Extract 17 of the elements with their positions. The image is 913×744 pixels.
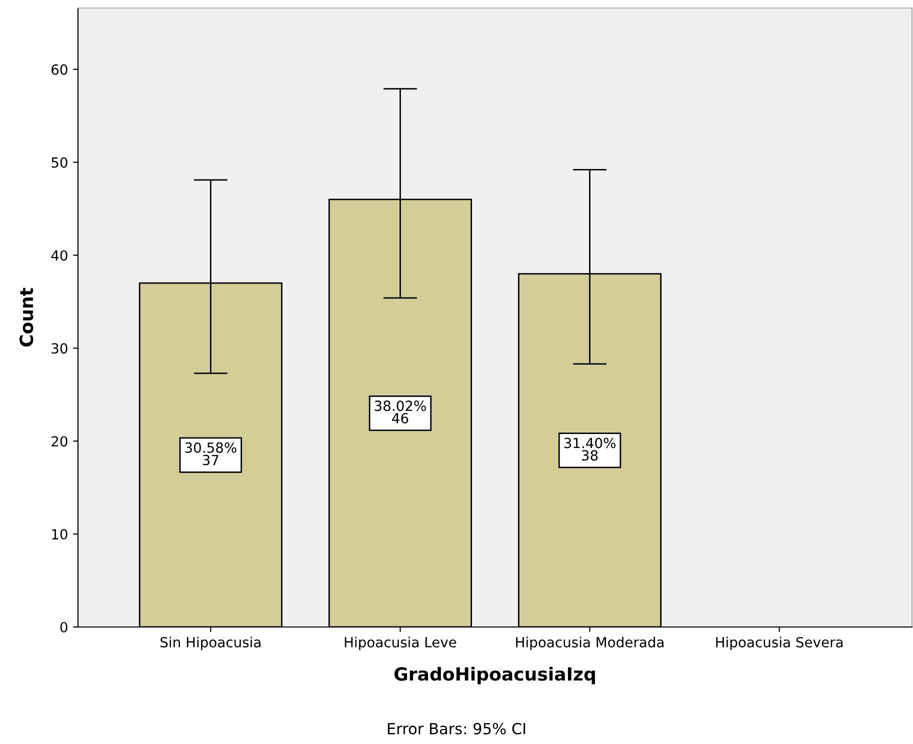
x-tick-label: Hipoacusia Leve <box>344 636 456 650</box>
data-label: 38.02% 46 <box>374 400 426 424</box>
y-tick-label: 40 <box>51 250 68 261</box>
y-tick-label: 10 <box>52 529 68 540</box>
y-tick-label: 50 <box>52 157 68 168</box>
y-tick-label: 20 <box>52 436 68 447</box>
x-tick-label: Hipoacusia Moderada <box>516 636 664 650</box>
y-tick-label: 0 <box>60 622 68 632</box>
y-tick-label: 60 <box>52 64 68 75</box>
x-tick-label: Sin Hipoacusia <box>160 636 260 650</box>
x-axis-title: GradoHipoacusiaIzq <box>394 666 595 684</box>
data-label: 31.40% 38 <box>564 438 616 461</box>
y-axis-title: Count <box>20 288 34 347</box>
data-label: 30.58% 37 <box>185 442 236 466</box>
text: Error Bars: 95% CI <box>388 722 526 734</box>
x-tick-label: Hipoacusia Severa <box>716 636 843 650</box>
y-tick-label: 30 <box>52 343 68 354</box>
